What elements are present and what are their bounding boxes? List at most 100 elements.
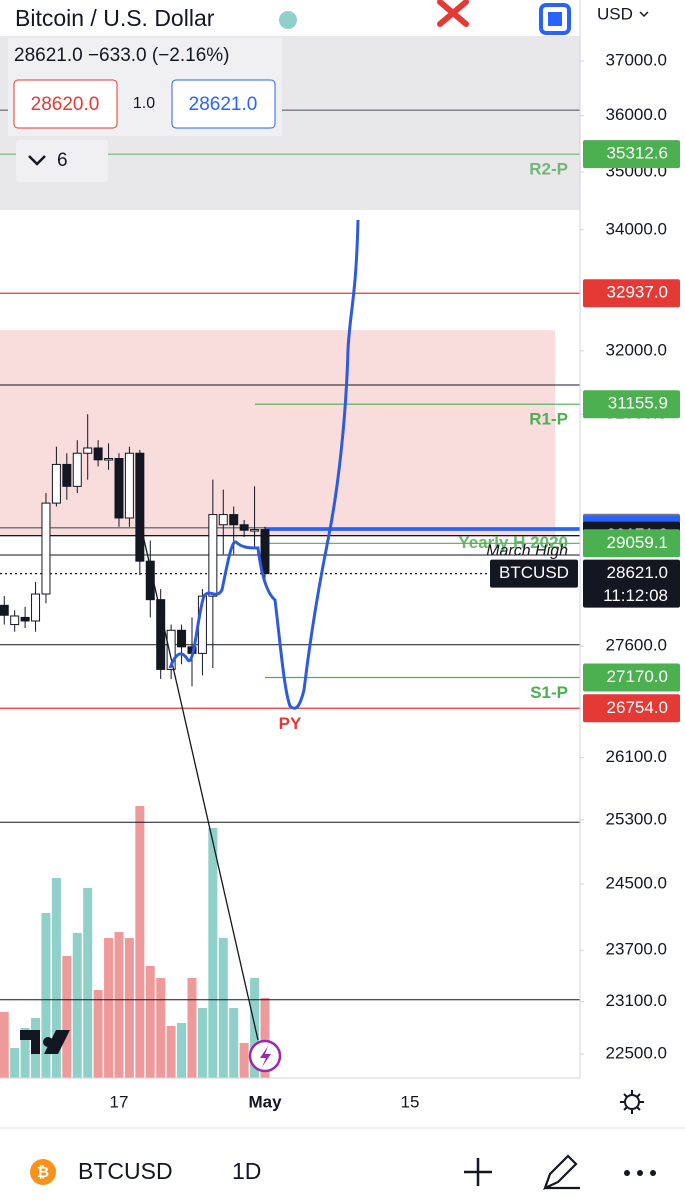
volume-bar bbox=[177, 1023, 187, 1078]
volume-bar bbox=[20, 1028, 30, 1078]
symbol-tag: BTCUSD bbox=[499, 563, 569, 582]
volume-bar bbox=[62, 956, 72, 1078]
candle-body bbox=[208, 514, 218, 597]
volume-bar bbox=[208, 828, 218, 1078]
candle-body bbox=[62, 463, 72, 487]
level-label: Yearly H 2020 bbox=[458, 533, 568, 552]
toolbar-symbol[interactable]: BTCUSD bbox=[78, 1158, 173, 1184]
logo bbox=[20, 1030, 70, 1054]
price-badge bbox=[583, 529, 680, 558]
x-axis-bg bbox=[0, 1078, 685, 1128]
toolbar-interval[interactable]: 1D bbox=[232, 1158, 261, 1184]
price-badge-label: 26754.0 bbox=[607, 698, 668, 717]
volume-bar bbox=[197, 1008, 207, 1078]
volume-bar bbox=[10, 1048, 20, 1078]
more-button[interactable] bbox=[624, 1170, 656, 1176]
candle-body bbox=[145, 560, 155, 601]
candle-body bbox=[250, 529, 260, 532]
x-tick-label: May bbox=[248, 1092, 282, 1111]
sell-price[interactable]: 28620.0 bbox=[31, 94, 100, 115]
candle-body bbox=[156, 599, 166, 670]
resistance-zone bbox=[0, 330, 555, 536]
lightning-icon bbox=[260, 1046, 271, 1067]
volume-bar bbox=[166, 1026, 176, 1078]
volume-bar bbox=[72, 933, 82, 1078]
draw-button[interactable] bbox=[543, 1154, 580, 1191]
volume-bar bbox=[124, 938, 134, 1078]
projection-drawing bbox=[168, 219, 360, 710]
x-tick-label: 15 bbox=[401, 1092, 420, 1111]
candle-body bbox=[51, 463, 61, 504]
candle-body bbox=[72, 452, 82, 487]
add-button[interactable] bbox=[464, 1158, 492, 1186]
price-badge bbox=[583, 559, 680, 608]
settings-icon[interactable] bbox=[624, 1094, 640, 1110]
candle-body bbox=[93, 447, 103, 461]
volume-bar bbox=[156, 978, 166, 1078]
volume-bar bbox=[114, 932, 124, 1078]
currency-caret bbox=[639, 11, 649, 18]
y-tick-label: 23100.0 bbox=[606, 991, 667, 1010]
candle-body bbox=[41, 502, 51, 595]
y-tick-label: 24500.0 bbox=[606, 873, 667, 892]
price-badge-label: 31155.9 bbox=[608, 394, 668, 413]
trend-line bbox=[139, 521, 259, 1041]
candle-body bbox=[260, 529, 270, 575]
candle-body bbox=[239, 524, 249, 531]
symbol-title: Bitcoin / U.S. Dollar bbox=[15, 5, 215, 31]
candle-body bbox=[20, 616, 30, 622]
candle-body bbox=[83, 447, 93, 454]
close-icon[interactable] bbox=[437, 0, 469, 27]
chevron bbox=[28, 155, 46, 166]
candle-body bbox=[10, 615, 20, 626]
sell-button[interactable] bbox=[13, 79, 118, 129]
settings-icon-rays bbox=[620, 1090, 644, 1114]
price-badge-label: 28621.0 bbox=[607, 563, 668, 582]
volume-bar bbox=[41, 913, 51, 1078]
volume-bar bbox=[0, 1012, 9, 1078]
fullscreen-icon[interactable] bbox=[539, 3, 571, 35]
level-label: R1-P bbox=[529, 410, 568, 429]
volume-bar bbox=[260, 998, 270, 1078]
volume-bar bbox=[218, 938, 228, 1078]
price-badge bbox=[583, 279, 680, 308]
y-tick-label: 36000.0 bbox=[606, 105, 667, 124]
y-tick-label: 23700.0 bbox=[606, 940, 667, 959]
y-tick-label: 34000.0 bbox=[606, 219, 667, 238]
level-label: R2-P bbox=[529, 160, 568, 179]
volume-bar bbox=[250, 978, 260, 1078]
y-tick-label: 27600.0 bbox=[606, 636, 667, 655]
buy-button[interactable] bbox=[171, 79, 276, 129]
price-badge-label: 32937.0 bbox=[607, 283, 668, 302]
status-dot bbox=[279, 11, 297, 29]
logo-dot bbox=[43, 1037, 53, 1047]
quote: 28621.0 −633.0 (−2.16%) bbox=[14, 45, 230, 66]
currency-bg bbox=[580, 0, 685, 30]
candle-body bbox=[135, 452, 145, 562]
candle-body bbox=[124, 452, 134, 519]
volume-bar bbox=[145, 966, 155, 1078]
y-tick-label: 22500.0 bbox=[606, 1043, 667, 1062]
level-note: March High bbox=[486, 543, 568, 560]
spread: 1.0 bbox=[133, 95, 155, 112]
candle-body bbox=[229, 514, 239, 526]
x-tick-label: 17 bbox=[110, 1092, 129, 1111]
price-badge bbox=[583, 663, 680, 692]
price-badge bbox=[583, 140, 680, 169]
candle-body bbox=[104, 457, 114, 461]
volume-bar bbox=[93, 990, 103, 1078]
y-tick-label: 37000.0 bbox=[606, 50, 667, 69]
countdown: 11:12:08 bbox=[603, 586, 668, 605]
price-badge-label: 29059.1 bbox=[607, 533, 668, 552]
candle-body bbox=[166, 629, 176, 670]
currency-selector[interactable]: USD bbox=[597, 4, 633, 23]
coin-glyph: ₿ bbox=[37, 1164, 49, 1181]
buy-price[interactable]: 28621.0 bbox=[189, 94, 258, 115]
y-tick-label: 32000.0 bbox=[606, 340, 667, 359]
candle-body bbox=[177, 629, 187, 648]
indicators-toggle[interactable] bbox=[16, 140, 108, 182]
symbol-tag-bg bbox=[490, 559, 578, 588]
y-tick-label: 25300.0 bbox=[606, 809, 667, 828]
